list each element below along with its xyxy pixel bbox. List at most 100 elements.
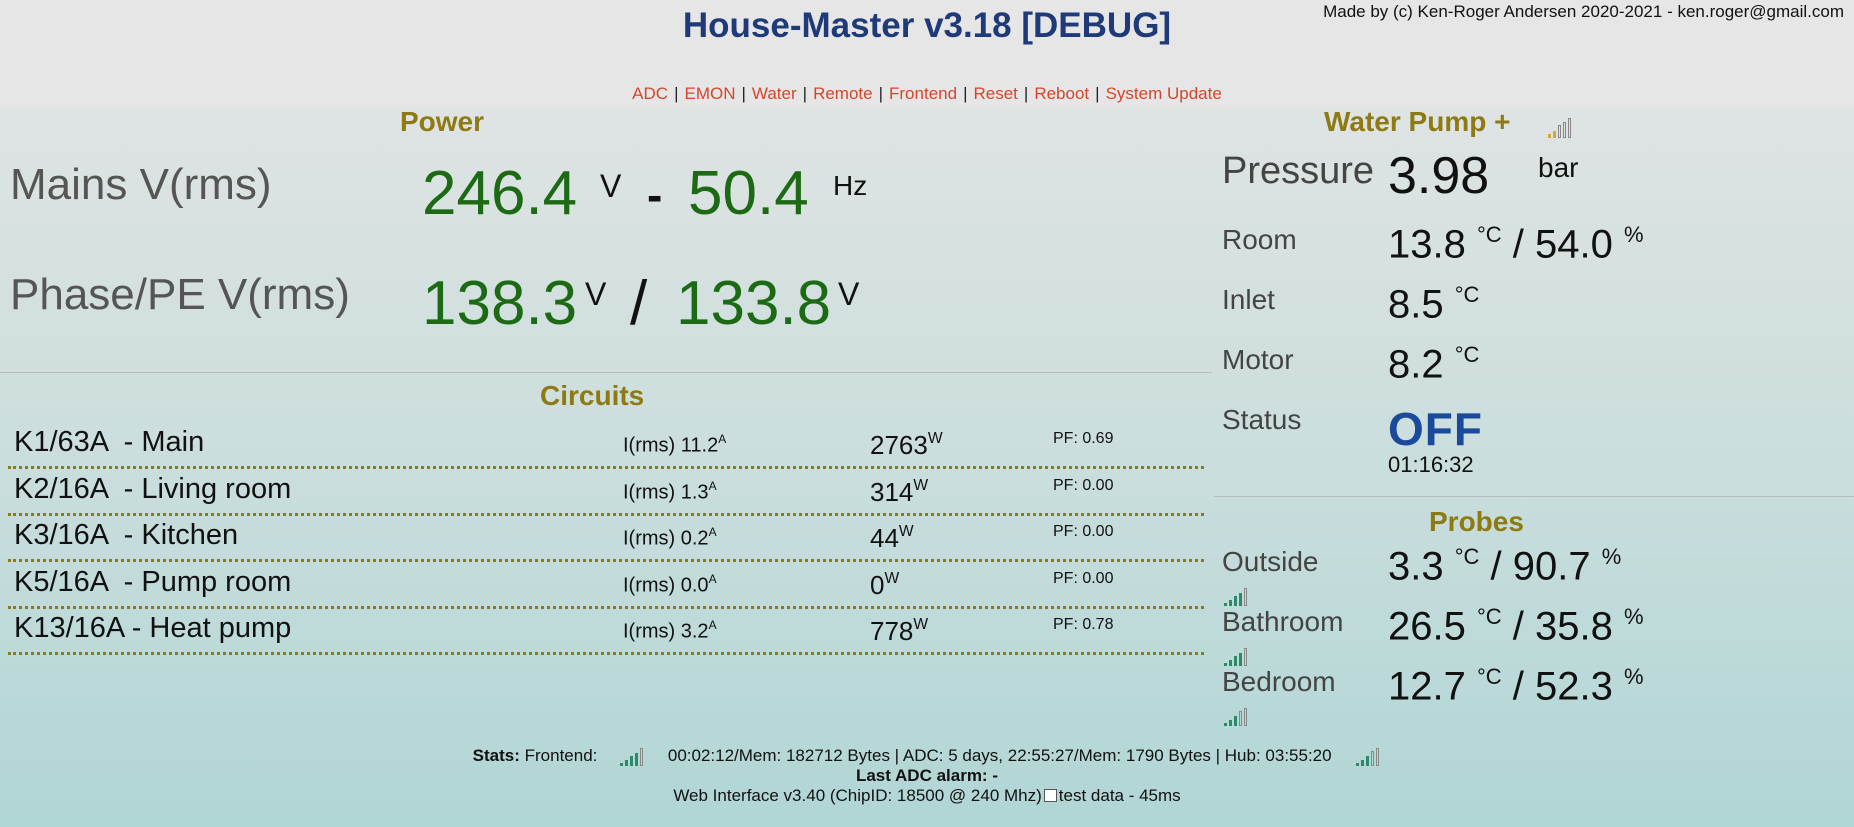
status-label: Status — [1222, 404, 1302, 435]
nav-link-remote[interactable]: Remote — [813, 84, 873, 103]
circuit-power-factor: PF: 0.78 — [1053, 616, 1114, 633]
circuit-power-factor: PF: 0.00 — [1053, 477, 1114, 494]
signal-bar — [1224, 663, 1227, 666]
probe-label: Bathroom — [1222, 606, 1344, 637]
phase2-voltage-value: 133.8 — [676, 269, 832, 338]
nav-link-emon[interactable]: EMON — [684, 84, 736, 103]
circuit-current: I(rms) 0.0A — [623, 572, 717, 597]
probe-signal-icon — [1224, 648, 1249, 666]
circuit-row: K1/63A - Main I(rms) 11.2A 2763W PF: 0.6… — [8, 422, 1204, 469]
signal-bar — [1244, 588, 1247, 606]
nav-link-water[interactable]: Water — [751, 84, 797, 103]
circuit-power: 314W — [870, 477, 929, 507]
signal-bar — [1568, 118, 1571, 138]
signal-bar — [1234, 716, 1237, 726]
circuit-power-factor: PF: 0.69 — [1053, 430, 1114, 447]
signal-bar — [1234, 656, 1237, 666]
web-interface-line: Web Interface v3.40 (ChipID: 18500 @ 240… — [673, 786, 1181, 805]
probe-label: Outside — [1222, 546, 1319, 577]
circuit-power: 44W — [870, 523, 914, 553]
signal-bar — [635, 753, 639, 766]
circuit-row: K3/16A - Kitchen I(rms) 0.2A 44W PF: 0.0… — [8, 515, 1204, 562]
nav-bar: ADC | EMON | Water | Remote | Frontend | Reset | Reb… — [632, 84, 1222, 103]
circuit-power-factor: PF: 0.00 — [1053, 570, 1114, 587]
circuit-name: K3/16A - Kitchen — [14, 519, 239, 551]
signal-bar — [1229, 600, 1232, 606]
nav-link-adc[interactable]: ADC — [632, 84, 669, 103]
footer: Stats: Frontend: 00:02:12/Mem: 182712 By… — [0, 746, 1854, 806]
circuit-power: 0W — [870, 570, 900, 600]
status-time: 01:16:32 — [1388, 452, 1474, 477]
circuit-row: K2/16A - Living room I(rms) 1.3A 314W PF… — [8, 469, 1204, 516]
circuits-heading: Circuits — [540, 380, 645, 411]
phase-slash: / — [630, 269, 648, 338]
signal-bar — [625, 760, 629, 766]
phase2-voltage-unit: V — [838, 276, 860, 312]
pressure-label: Pressure — [1222, 150, 1375, 192]
signal-bar — [1361, 760, 1365, 766]
frontend-signal-icon — [620, 746, 645, 766]
credit-text: Made by (c) Ken-Roger Andersen 2020-2021… — [1323, 2, 1844, 21]
signal-bar — [1244, 648, 1247, 666]
mains-voltage-unit: V — [600, 168, 622, 204]
hub-signal-icon — [1356, 746, 1381, 766]
signal-bar — [1366, 756, 1370, 766]
mains-frequency-unit: Hz — [833, 170, 868, 201]
signal-bar — [620, 763, 624, 766]
phase1-voltage-value: 138.3 — [422, 269, 578, 338]
room-label: Room — [1222, 224, 1297, 255]
page-title: House-Master v3.18 [DEBUG] — [682, 6, 1172, 45]
nav-link-reboot[interactable]: Reboot — [1034, 84, 1090, 103]
alarm-line: Last ADC alarm: - — [855, 766, 999, 785]
circuit-power: 2763W — [870, 430, 943, 460]
mains-label: Mains V(rms) — [10, 160, 272, 209]
circuit-name: K13/16A - Heat pump — [14, 612, 292, 644]
signal-bar — [1558, 125, 1561, 138]
circuit-name: K1/63A - Main — [14, 426, 205, 458]
signal-bar — [1239, 711, 1242, 726]
circuit-row: K13/16A - Heat pump I(rms) 3.2A 778W PF:… — [8, 608, 1204, 655]
signal-bar — [1234, 596, 1237, 606]
mains-voltage-value: 246.4 — [422, 159, 578, 228]
signal-bar — [1376, 748, 1380, 766]
status-badge: OFF — [1388, 403, 1483, 455]
signal-bar — [630, 756, 634, 766]
probe-reading: 12.7 °C / 52.3 % — [1388, 664, 1644, 709]
circuit-current: I(rms) 3.2A — [623, 618, 717, 643]
room-reading: 13.8 °C / 54.0 % — [1388, 222, 1644, 267]
signal-bar — [1224, 723, 1227, 726]
probe-reading: 26.5 °C / 35.8 % — [1388, 604, 1644, 649]
inlet-label: Inlet — [1222, 284, 1275, 315]
circuit-row: K5/16A - Pump room I(rms) 0.0A 0W PF: 0.… — [8, 562, 1204, 609]
power-heading: Power — [400, 106, 485, 137]
circuit-current: I(rms) 0.2A — [623, 525, 717, 550]
signal-bar — [1224, 603, 1227, 606]
nav-link-reset[interactable]: Reset — [973, 84, 1018, 103]
signal-bar — [1548, 134, 1551, 138]
water-pump-heading: Water Pump + — [1324, 106, 1511, 137]
pressure-value: 3.98 — [1388, 147, 1490, 205]
signal-bar — [1229, 660, 1232, 666]
probes-heading: Probes — [1429, 506, 1524, 537]
probe-label: Bedroom — [1222, 666, 1336, 697]
probe-signal-icon — [1224, 588, 1249, 606]
water-pump-signal-icon — [1548, 118, 1573, 138]
mains-dash: - — [647, 169, 663, 221]
signal-bar — [1356, 763, 1360, 766]
motor-label: Motor — [1222, 344, 1294, 375]
mains-frequency-value: 50.4 — [688, 159, 809, 228]
signal-bar — [1239, 593, 1242, 606]
circuit-name: K5/16A - Pump room — [14, 566, 292, 598]
nav-link-system-update[interactable]: System Update — [1105, 84, 1222, 103]
nav-link-frontend[interactable]: Frontend — [889, 84, 958, 103]
signal-bar — [1244, 708, 1247, 726]
stats-line: Stats: Frontend: 00:02:12/Mem: 182712 By… — [0, 746, 1854, 766]
circuit-power-factor: PF: 0.00 — [1053, 523, 1114, 540]
circuit-current: I(rms) 11.2A — [623, 432, 727, 457]
test-data-checkbox[interactable] — [1043, 789, 1057, 802]
pressure-unit: bar — [1538, 152, 1579, 183]
signal-bar — [1563, 122, 1566, 138]
motor-reading: 8.2 °C — [1388, 342, 1480, 387]
test-data-label[interactable]: test data - 45ms — [1058, 786, 1181, 805]
signal-bar — [1239, 653, 1242, 666]
